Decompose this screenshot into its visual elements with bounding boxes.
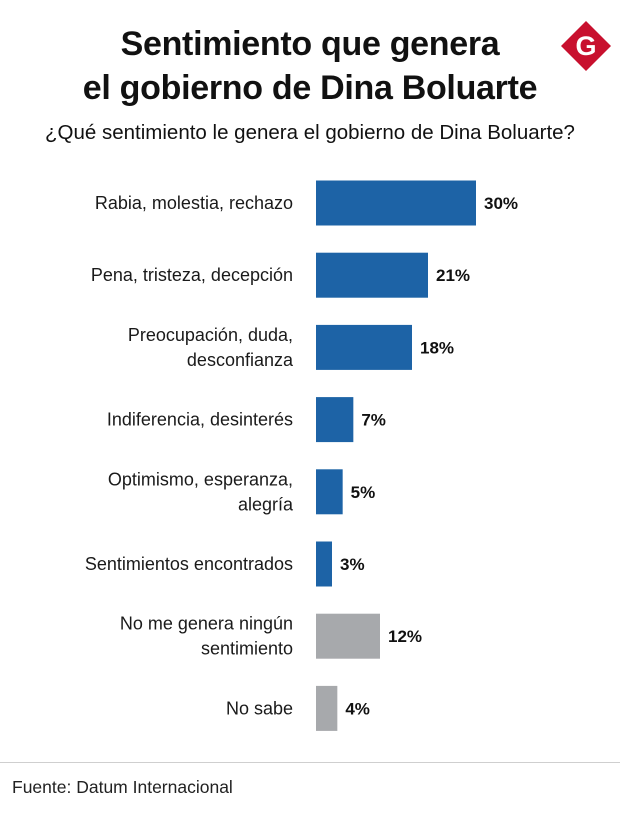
chart-title: Sentimiento que genera el gobierno de Di… bbox=[0, 22, 620, 110]
category-label-line: Preocupación, duda, bbox=[128, 325, 293, 345]
category-label-line: alegría bbox=[238, 494, 294, 514]
value-label-4: 5% bbox=[351, 483, 376, 502]
bar-3 bbox=[316, 397, 354, 443]
bar-0 bbox=[316, 180, 476, 226]
value-label-2: 18% bbox=[420, 338, 454, 357]
category-label-line: Optimismo, esperanza, bbox=[108, 469, 293, 489]
bar-1 bbox=[316, 252, 428, 298]
bar-4 bbox=[316, 469, 343, 515]
chart-title-line-2: el gobierno de Dina Boluarte bbox=[82, 69, 538, 107]
logo-letter: G bbox=[575, 31, 596, 61]
category-label-line: No me genera ningún bbox=[120, 614, 293, 634]
source-note: Fuente: Datum Internacional bbox=[12, 777, 233, 797]
chart-subtitle: ¿Qué sentimiento le genera el gobierno d… bbox=[45, 121, 575, 144]
footer-divider bbox=[0, 762, 620, 763]
category-label-6: No me genera ningún sentimiento bbox=[120, 614, 293, 659]
bar-6 bbox=[316, 613, 380, 659]
bar-5 bbox=[316, 541, 332, 587]
category-label-line: desconfianza bbox=[187, 350, 294, 370]
category-label-line: Rabia, molestia, rechazo bbox=[95, 193, 293, 213]
value-label-5: 3% bbox=[340, 555, 365, 574]
logo-diamond bbox=[561, 21, 611, 71]
category-label-line: No sabe bbox=[226, 698, 293, 718]
gestion-logo-icon: G bbox=[561, 21, 611, 71]
chart-title-line-1: Sentimiento que genera bbox=[120, 25, 500, 63]
bar-7 bbox=[316, 685, 338, 731]
category-label-5: Sentimientos encontrados bbox=[85, 554, 293, 574]
value-label-7: 4% bbox=[345, 699, 370, 718]
category-label-4: Optimismo, esperanza, alegría bbox=[108, 469, 294, 514]
category-label-line: sentimiento bbox=[201, 639, 293, 659]
category-label-7: No sabe bbox=[226, 698, 293, 718]
category-label-3: Indiferencia, desinterés bbox=[107, 410, 293, 430]
value-label-0: 30% bbox=[484, 194, 518, 213]
category-label-line: Sentimientos encontrados bbox=[85, 554, 293, 574]
value-label-3: 7% bbox=[361, 411, 386, 430]
value-label-6: 12% bbox=[388, 627, 422, 646]
category-label-2: Preocupación, duda, desconfianza bbox=[128, 325, 294, 370]
bar-2 bbox=[316, 324, 412, 370]
value-label-1: 21% bbox=[436, 266, 470, 285]
category-label-1: Pena, tristeza, decepción bbox=[91, 265, 293, 285]
category-label-line: Indiferencia, desinterés bbox=[107, 410, 293, 430]
category-label-0: Rabia, molestia, rechazo bbox=[95, 193, 293, 213]
category-label-line: Pena, tristeza, decepción bbox=[91, 265, 293, 285]
